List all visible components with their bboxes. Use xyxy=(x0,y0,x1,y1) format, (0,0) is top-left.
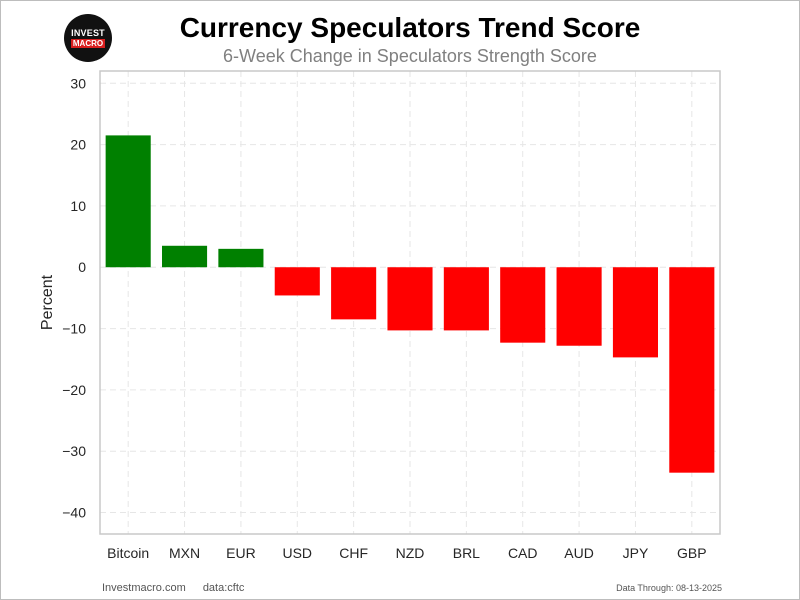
y-tick-label: −30 xyxy=(62,443,86,459)
y-tick-label: −20 xyxy=(62,382,86,398)
x-tick-label: NZD xyxy=(396,545,425,561)
footer-data-through: Data Through: 08-13-2025 xyxy=(616,583,722,593)
x-tick-label: CAD xyxy=(508,545,538,561)
x-tick-label: GBP xyxy=(677,545,707,561)
y-tick-label: 30 xyxy=(70,75,86,91)
bar-eur xyxy=(218,248,264,268)
bar-mxn xyxy=(162,245,208,268)
bar-brl xyxy=(443,267,489,331)
bar-nzd xyxy=(387,267,433,331)
bar-chf xyxy=(331,267,377,320)
bar-cad xyxy=(500,267,546,343)
y-tick-label: 20 xyxy=(70,137,86,153)
y-axis-label: Percent xyxy=(39,274,56,330)
x-tick-label: JPY xyxy=(623,545,649,561)
bar-usd xyxy=(274,267,320,296)
bar-jpy xyxy=(612,267,658,358)
logo-text-bottom: MACRO xyxy=(70,39,106,48)
chart-title: Currency Speculators Trend Score xyxy=(179,12,641,43)
x-tick-label: EUR xyxy=(226,545,256,561)
y-tick-label: 10 xyxy=(70,198,86,214)
y-tick-label: −40 xyxy=(62,505,86,521)
bar-aud xyxy=(556,267,602,346)
footer-left: Investmacro.com data:cftc xyxy=(102,582,258,594)
x-tick-label: Bitcoin xyxy=(107,545,149,561)
plot-border xyxy=(99,70,721,535)
bar-gbp xyxy=(669,267,715,473)
y-tick-label: −10 xyxy=(62,321,86,337)
x-tick-label: MXN xyxy=(169,545,200,561)
x-tick-label: CHF xyxy=(339,545,368,561)
investmacro-logo: INVEST MACRO xyxy=(64,14,112,62)
x-tick-label: AUD xyxy=(564,545,594,561)
x-tick-label: USD xyxy=(282,545,312,561)
footer-source: data:cftc xyxy=(202,582,245,594)
x-tick-label: BRL xyxy=(453,545,480,561)
bar-bitcoin xyxy=(105,135,151,268)
logo-text-top: INVEST xyxy=(71,28,105,38)
chart-subtitle: 6-Week Change in Speculators Strength Sc… xyxy=(223,46,597,66)
y-tick-label: 0 xyxy=(78,259,86,275)
footer-site: Investmacro.com xyxy=(102,582,186,594)
